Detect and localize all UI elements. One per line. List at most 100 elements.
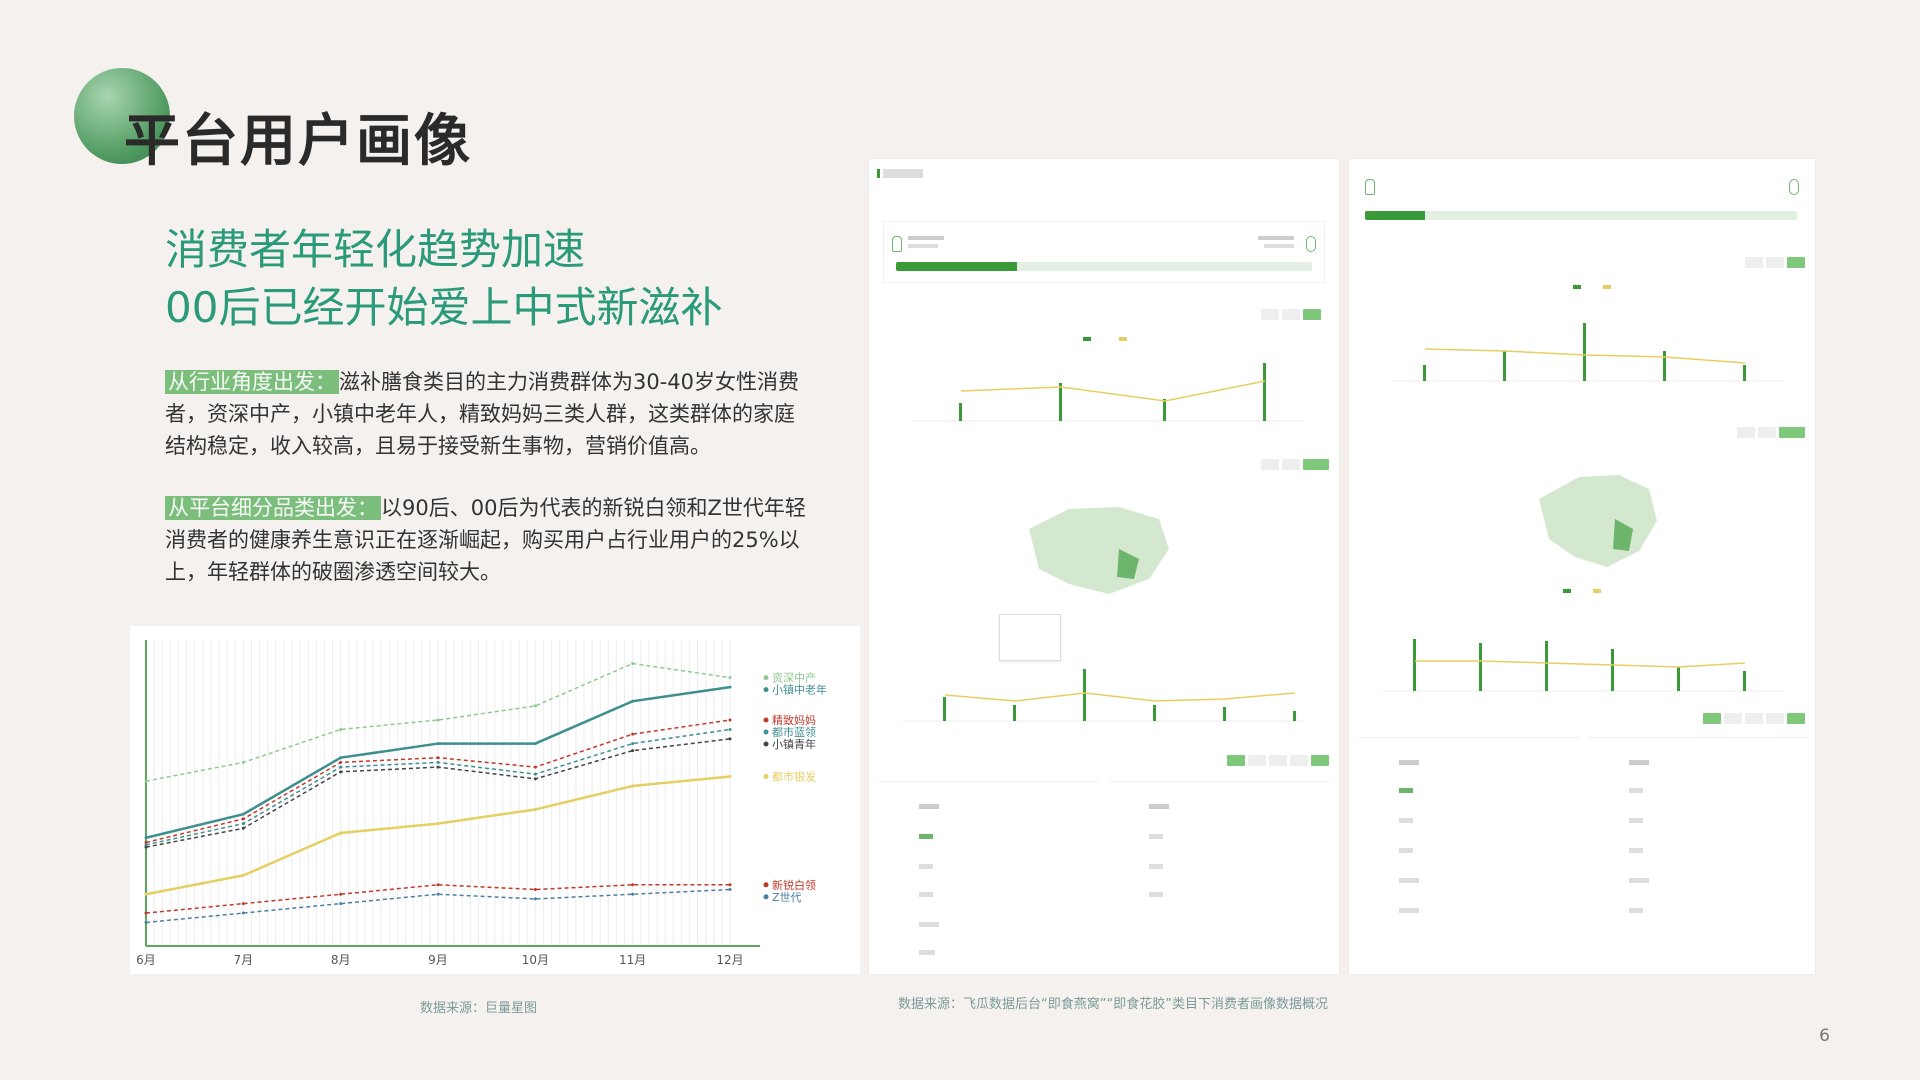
series-point bbox=[339, 760, 343, 764]
series-point bbox=[436, 892, 440, 896]
series-label: 小镇青年 bbox=[772, 737, 816, 751]
legend-marker bbox=[763, 894, 769, 900]
paragraph-industry: 从行业角度出发： 滋补膳食类目的主力消费群体为30-40岁女性消费者，资深中产，小… bbox=[165, 366, 815, 462]
series-point bbox=[339, 892, 343, 896]
interest-table-right bbox=[1109, 781, 1329, 972]
legend-marker bbox=[763, 675, 769, 681]
series-point bbox=[339, 902, 343, 906]
interest-table-right bbox=[1589, 737, 1809, 948]
legend-marker bbox=[763, 687, 769, 693]
series-point bbox=[436, 756, 440, 760]
source-right: 数据来源：飞瓜数据后台“即食燕窝”“即食花胶”类目下消费者画像数据概况 bbox=[898, 997, 1328, 1012]
series-point bbox=[631, 732, 635, 736]
series-label: 资深中产 bbox=[772, 671, 816, 685]
city-chart-1 bbox=[903, 669, 1303, 722]
x-tick-label: 7月 bbox=[234, 953, 254, 967]
series-point bbox=[144, 892, 148, 896]
series-point bbox=[144, 911, 148, 915]
series-label: 新锐白领 bbox=[772, 878, 816, 892]
page-number: 6 bbox=[1819, 1026, 1830, 1046]
age-tabs[interactable] bbox=[1745, 257, 1805, 268]
x-tick-label: 12月 bbox=[716, 953, 743, 967]
series-point bbox=[241, 812, 245, 816]
series-point bbox=[728, 775, 732, 779]
male-icon bbox=[892, 236, 902, 252]
series-point bbox=[436, 822, 440, 826]
series-point bbox=[339, 770, 343, 774]
series-point bbox=[436, 883, 440, 887]
female-icon bbox=[1789, 179, 1799, 195]
region-tabs[interactable] bbox=[1261, 459, 1329, 470]
series-label: 精致妈妈 bbox=[772, 713, 816, 727]
legend-marker bbox=[763, 717, 769, 723]
gender-progress bbox=[896, 262, 1312, 271]
series-label: 都市蓝领 bbox=[772, 725, 816, 739]
series-point bbox=[339, 831, 343, 835]
series-point bbox=[631, 749, 635, 753]
x-tick-label: 10月 bbox=[522, 953, 549, 967]
female-icon bbox=[1306, 236, 1316, 252]
series-point bbox=[631, 892, 635, 896]
text-placeholder bbox=[1258, 236, 1294, 240]
line-chart: 6月 7月 8月 9月 10月 11月 12月 资深中产小镇中老年精致妈妈都市蓝领小镇青年都市… bbox=[136, 640, 827, 967]
series-point bbox=[631, 699, 635, 703]
series-point bbox=[728, 883, 732, 887]
city-chart-2 bbox=[1383, 589, 1783, 692]
series-point bbox=[728, 737, 732, 741]
text-placeholder bbox=[1264, 244, 1294, 248]
series-point bbox=[144, 920, 148, 924]
age-chart-2 bbox=[1393, 285, 1783, 382]
series-point bbox=[436, 760, 440, 764]
gender-progress bbox=[1365, 211, 1797, 220]
series-point bbox=[533, 742, 537, 746]
legend-marker bbox=[763, 774, 769, 780]
x-tick-label: 8月 bbox=[331, 953, 351, 967]
series-point bbox=[241, 826, 245, 830]
text-placeholder bbox=[908, 244, 938, 248]
series-point bbox=[533, 765, 537, 769]
series-point bbox=[241, 902, 245, 906]
subtitle-line-2: 00后已经开始爱上中式新滋补 bbox=[165, 283, 723, 332]
series-point bbox=[144, 779, 148, 783]
interest-table-left bbox=[1359, 737, 1579, 948]
series-point bbox=[144, 845, 148, 849]
series-point bbox=[728, 888, 732, 892]
series-point bbox=[631, 742, 635, 746]
series-point bbox=[144, 836, 148, 840]
legend-marker bbox=[763, 741, 769, 747]
subtitle-line-1: 消费者年轻化趋势加速 bbox=[165, 225, 586, 274]
x-tick-label: 9月 bbox=[428, 953, 448, 967]
series-point bbox=[436, 742, 440, 746]
series-point bbox=[241, 911, 245, 915]
title-decoration-circle bbox=[74, 68, 170, 164]
series-point bbox=[241, 873, 245, 877]
china-map-1 bbox=[1029, 507, 1169, 594]
dashboard-screenshot-2 bbox=[1348, 158, 1816, 975]
interest-tabs[interactable] bbox=[1703, 713, 1805, 724]
interest-tabs[interactable] bbox=[1227, 755, 1329, 766]
series-label: 小镇中老年 bbox=[772, 683, 827, 697]
series-point bbox=[144, 843, 148, 847]
series-point bbox=[728, 718, 732, 722]
age-tabs[interactable] bbox=[1261, 309, 1321, 320]
series-point bbox=[728, 685, 732, 689]
series-label: Z世代 bbox=[772, 891, 802, 904]
text-placeholder bbox=[908, 236, 944, 240]
x-tick-label: 11月 bbox=[619, 953, 646, 967]
series-point bbox=[631, 883, 635, 887]
china-map-2 bbox=[1539, 475, 1657, 567]
paragraph-text: 滋补膳食类目的主力消费群体为30-40岁女性消费者，资深中产，小镇中老年人，精致… bbox=[165, 370, 800, 458]
series-point bbox=[436, 765, 440, 769]
series-point bbox=[436, 718, 440, 722]
series-point bbox=[533, 807, 537, 811]
series-point bbox=[533, 888, 537, 892]
dashboard-screenshot-1 bbox=[868, 158, 1340, 975]
series-point bbox=[631, 784, 635, 788]
tooltip-card bbox=[999, 614, 1061, 661]
legend-marker bbox=[763, 729, 769, 735]
region-tabs[interactable] bbox=[1737, 427, 1805, 438]
gender-card bbox=[883, 221, 1325, 283]
series-point bbox=[241, 760, 245, 764]
series-point bbox=[339, 756, 343, 760]
section-marker bbox=[877, 169, 880, 178]
